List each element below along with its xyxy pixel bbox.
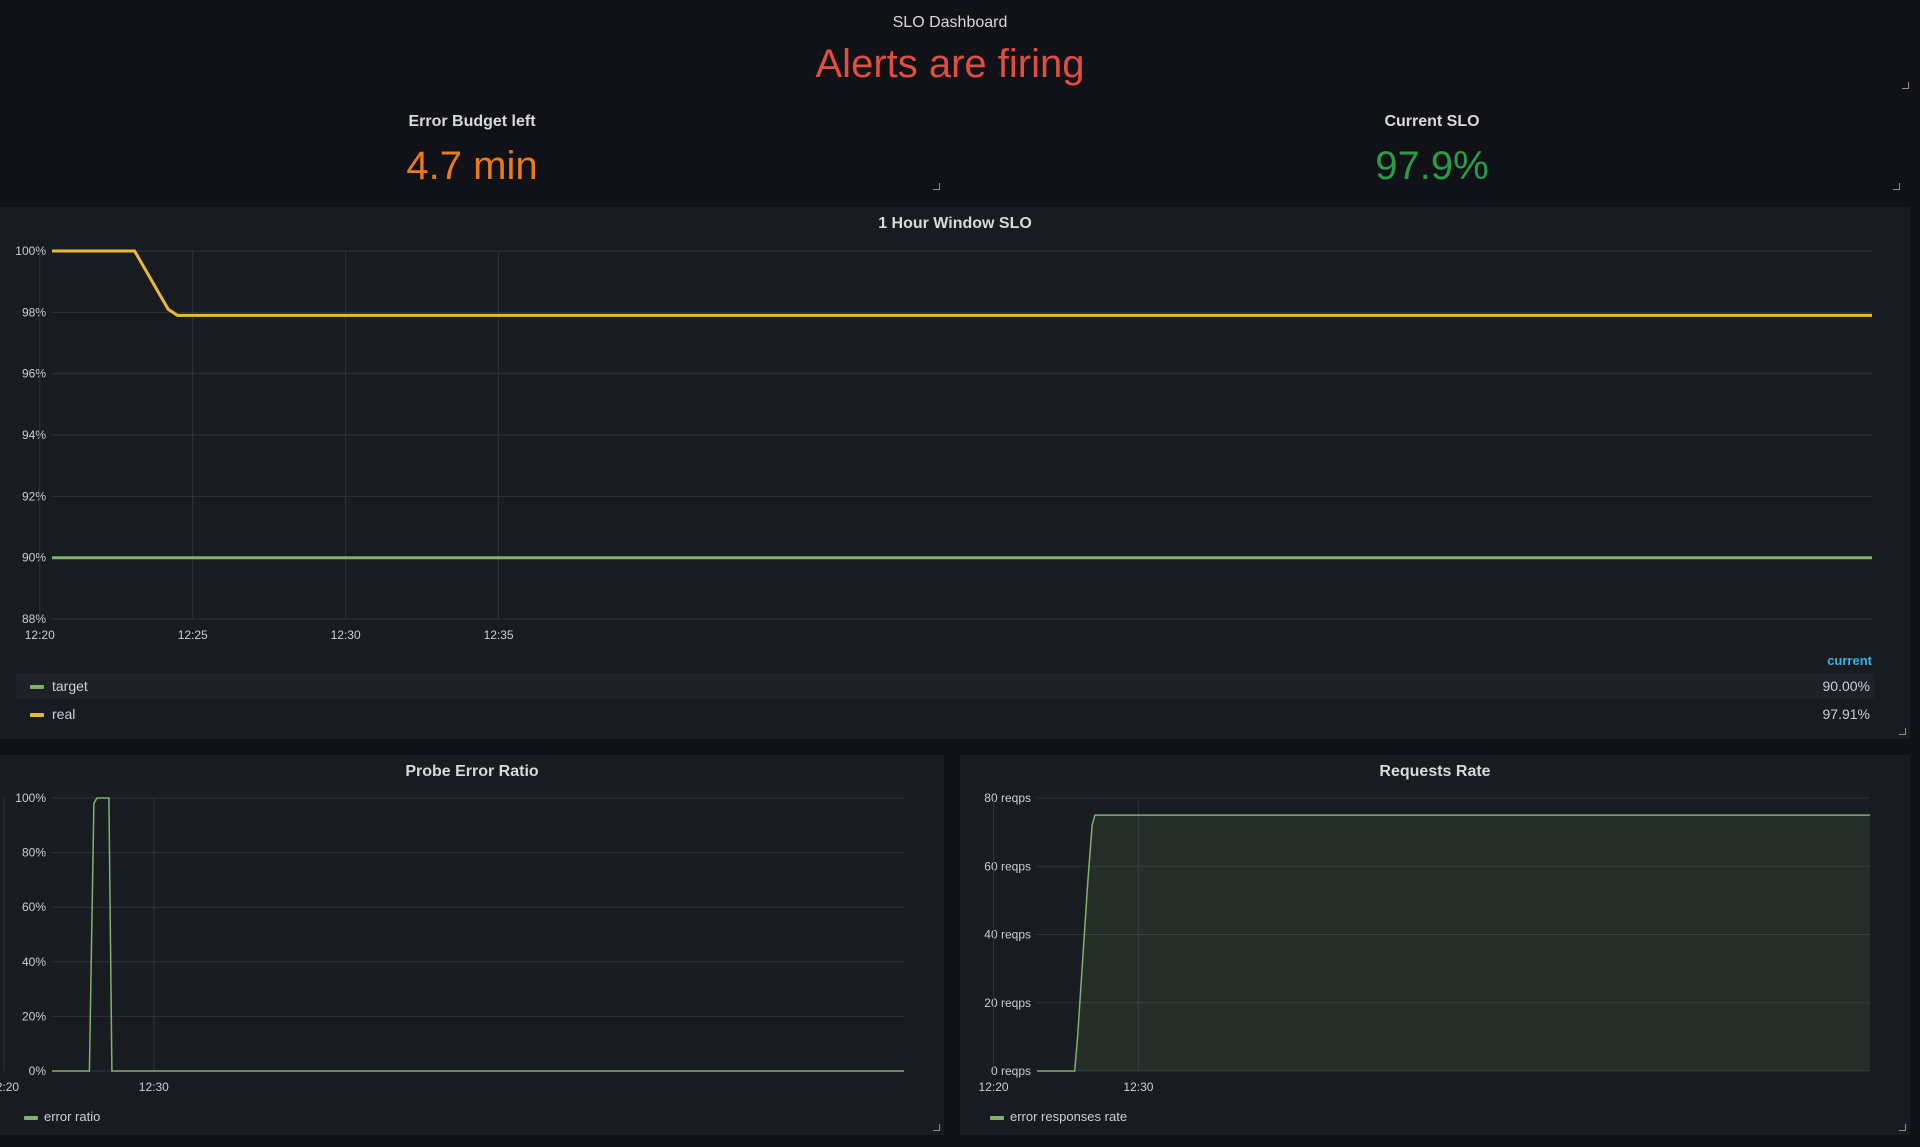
resize-handle-icon[interactable] [1899, 1124, 1906, 1131]
y-tick-label: 60% [22, 900, 46, 914]
current-slo-value: 97.9% [1375, 144, 1489, 188]
resize-handle-icon[interactable] [933, 1124, 940, 1131]
error-budget-value: 4.7 min [406, 144, 538, 188]
resize-handle-icon[interactable] [1893, 183, 1900, 190]
y-tick-label: 100% [15, 791, 46, 805]
x-tick-label: 12:20 [979, 1080, 1009, 1094]
error-budget-label: Error Budget left [408, 113, 536, 130]
y-tick-label: 40 reqps [984, 928, 1031, 942]
probe-error-title: Probe Error Ratio [405, 763, 539, 780]
y-tick-label: 96% [22, 367, 46, 381]
y-tick-label: 80% [22, 846, 46, 860]
y-tick-label: 20 reqps [984, 996, 1031, 1010]
y-tick-label: 0% [29, 1064, 47, 1078]
y-tick-label: 0 reqps [991, 1064, 1031, 1078]
probe-error-chart[interactable]: 100%80%60%40%20%0%11:5012:0012:1012:2012… [0, 755, 944, 1095]
requests-rate-panel: Requests Rate 80 reqps 60 reqps 40 reqps 20… [960, 755, 1910, 1135]
y-tick-label: 20% [22, 1009, 46, 1023]
legend-row-real[interactable]: real 97.91% [16, 701, 1874, 727]
series-line-error-ratio [52, 797, 904, 1072]
legend-error-responses-rate[interactable]: error responses rate [990, 1109, 1127, 1124]
legend-current-value: 90.00% [1822, 678, 1870, 694]
series-area-error-responses-rate [1037, 815, 1870, 1071]
legend-swatch-icon [30, 685, 44, 689]
slo-window-title: 1 Hour Window SLO [878, 215, 1032, 232]
slo-window-chart[interactable]: 100%98%96%94%92%90%88%11:4511:5011:5512:… [0, 207, 1910, 653]
legend-header-current[interactable]: current [1827, 653, 1872, 668]
y-tick-label: 88% [22, 612, 46, 626]
legend-name: error ratio [44, 1109, 101, 1124]
requests-rate-chart[interactable]: 80 reqps 60 reqps 40 reqps 20 reqps 0 reqps 1… [960, 755, 1910, 1095]
series-line-error-responses-rate [1037, 814, 1870, 1072]
probe-error-panel: Probe Error Ratio 100%80%60%40%20%0%11:5… [0, 755, 944, 1135]
y-tick-label: 60 reqps [984, 859, 1031, 873]
alert-status-text: Alerts are firing [815, 42, 1085, 86]
y-tick-label: 100% [15, 244, 46, 258]
x-tick-label: 12:30 [139, 1080, 169, 1094]
legend-row-target[interactable]: target 90.00% [16, 673, 1874, 699]
resize-handle-icon[interactable] [1902, 82, 1909, 89]
series-line-real [52, 249, 1872, 317]
y-tick-label: 92% [22, 489, 46, 503]
y-tick-label: 94% [22, 428, 46, 442]
x-tick-label: 12:20 [25, 628, 55, 642]
legend-name: real [52, 706, 76, 722]
requests-rate-title: Requests Rate [1379, 763, 1491, 780]
resize-handle-icon[interactable] [933, 183, 940, 190]
current-slo-panel: Current SLO 97.9% [960, 110, 1904, 190]
legend-current-value: 97.91% [1822, 706, 1870, 722]
x-tick-label: 12:35 [484, 628, 514, 642]
current-slo-label: Current SLO [1384, 113, 1480, 130]
x-tick-label: 12:30 [1123, 1080, 1153, 1094]
x-tick-label: 12:30 [331, 628, 361, 642]
y-tick-label: 98% [22, 305, 46, 319]
y-tick-label: 90% [22, 551, 46, 565]
x-tick-label: 12:25 [178, 628, 208, 642]
resize-handle-icon[interactable] [1899, 728, 1906, 735]
legend-swatch-icon [990, 1115, 1004, 1120]
legend-swatch-icon [30, 713, 44, 717]
legend-swatch-icon [24, 1115, 38, 1120]
slo-window-panel: 1 Hour Window SLO 100% 98% 96% 94% 92% 90% 88%… [0, 207, 1910, 739]
legend-error-ratio[interactable]: error ratio [24, 1109, 100, 1124]
y-tick-label: 80 reqps [984, 791, 1031, 805]
error-budget-panel: Error Budget left 4.7 min [0, 110, 944, 190]
y-tick-label: 40% [22, 955, 46, 969]
legend-name: error responses rate [1010, 1109, 1128, 1124]
x-tick-label: 12:20 [0, 1080, 19, 1094]
dashboard-title: SLO Dashboard [892, 14, 1008, 31]
legend-name: target [52, 678, 88, 694]
